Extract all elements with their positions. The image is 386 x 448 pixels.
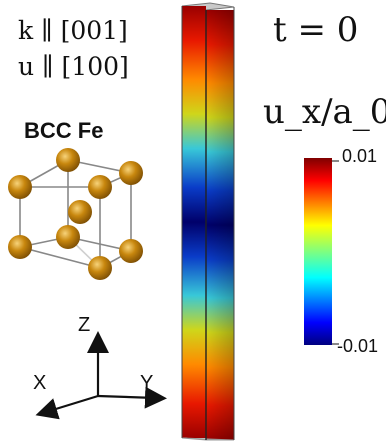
quantity-label: u_x/a_0 bbox=[263, 92, 386, 132]
time-label: t = 0 bbox=[273, 10, 359, 50]
colorbar-min-label: -0.01 bbox=[337, 336, 379, 356]
atom bbox=[8, 175, 32, 199]
colorbar bbox=[304, 158, 332, 345]
atom bbox=[88, 256, 112, 280]
polarization-label: u ∥ [100] bbox=[18, 52, 129, 81]
material-label: BCC Fe bbox=[24, 118, 104, 143]
axis-triad bbox=[35, 331, 167, 420]
atom bbox=[119, 239, 143, 263]
atom bbox=[68, 200, 92, 224]
atomistic-column bbox=[181, 2, 235, 441]
atom bbox=[119, 161, 143, 185]
atom bbox=[56, 148, 80, 172]
atom bbox=[88, 175, 112, 199]
atom bbox=[8, 235, 32, 259]
axis-y-label: Y bbox=[140, 372, 154, 394]
atom bbox=[56, 225, 80, 249]
bcc-atoms bbox=[8, 148, 143, 280]
axis-x-label: X bbox=[33, 372, 47, 394]
wave-vector-label: k ∥ [001] bbox=[18, 16, 128, 45]
colorbar-max-label: 0.01 bbox=[342, 146, 378, 166]
axis-z-label: Z bbox=[78, 314, 91, 336]
